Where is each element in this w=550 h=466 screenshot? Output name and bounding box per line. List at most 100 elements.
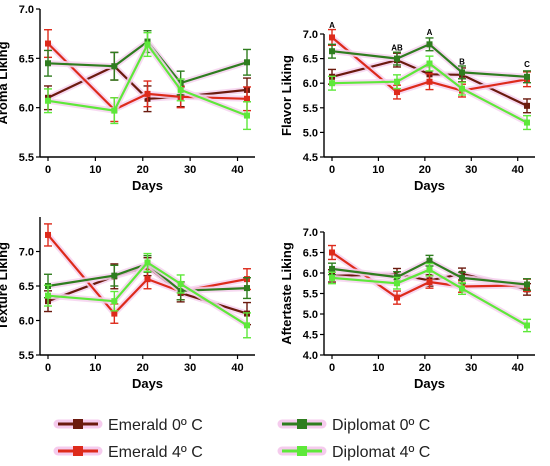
data-point <box>244 285 250 292</box>
x-tick-label: 40 <box>231 164 243 176</box>
data-point <box>524 73 530 80</box>
y-tick-label: 6.5 <box>19 53 34 65</box>
y-tick-label: 7.0 <box>19 4 34 16</box>
legend-item-emerald-0-c: Emerald 0º C <box>53 417 203 434</box>
data-point <box>394 294 400 301</box>
data-point <box>459 285 465 292</box>
x-tick-label: 10 <box>89 362 101 374</box>
x-tick-label: 40 <box>512 164 524 176</box>
data-point <box>329 274 335 281</box>
y-tick-label: 6.0 <box>303 268 318 280</box>
y-tick-label: 4.5 <box>303 330 318 342</box>
data-point <box>459 69 465 76</box>
y-tick-label: 6.5 <box>303 54 318 66</box>
data-point <box>459 274 465 281</box>
x-tick-label: 20 <box>137 362 149 374</box>
x-tick-label: 30 <box>465 362 477 374</box>
x-axis-title: Days <box>132 178 163 193</box>
x-tick-label: 0 <box>45 362 51 374</box>
legend-label: Emerald 0º C <box>108 417 203 434</box>
data-point <box>111 310 118 317</box>
y-tick-label: 7.0 <box>303 29 318 41</box>
y-tick-label: 5.0 <box>303 309 318 321</box>
legend-marker <box>73 419 83 429</box>
y-tick-label: 5.5 <box>19 350 34 362</box>
data-point <box>111 107 118 114</box>
legend-item-diplomat-4-c: Diplomat 4º C <box>277 444 430 461</box>
data-point <box>329 265 335 272</box>
significance-letter: AB <box>391 44 403 53</box>
x-axis-title: Days <box>132 376 163 391</box>
legend-label: Emerald 4º C <box>108 444 203 461</box>
y-tick-label: 7.0 <box>303 227 318 239</box>
chart-panel-aroma-liking: 5.5 6.0 6.5 7.0 0 10 20 30 40 Days Aroma Liking <box>0 4 255 193</box>
x-tick-label: 20 <box>419 362 431 374</box>
data-point <box>426 41 433 48</box>
significance-letter: A <box>329 21 335 30</box>
data-point <box>426 266 433 273</box>
significance-letter: C <box>524 60 530 69</box>
legend-item-diplomat-0-c: Diplomat 0º C <box>277 417 430 434</box>
x-tick-label: 30 <box>184 362 196 374</box>
series-diplomat-4-c <box>44 31 251 131</box>
series-diplomat-4-c <box>44 252 251 339</box>
data-point <box>111 272 118 279</box>
x-tick-label: 30 <box>465 164 477 176</box>
data-point <box>329 34 335 41</box>
x-tick-label: 30 <box>184 164 196 176</box>
y-tick-label: 6.0 <box>19 316 34 328</box>
data-point <box>524 322 530 329</box>
data-point <box>426 78 433 85</box>
data-point <box>394 78 400 85</box>
x-tick-label: 0 <box>45 164 51 176</box>
data-point <box>524 102 530 109</box>
data-point <box>45 97 51 104</box>
chart-panel-texture-liking: 5.5 6.0 6.5 7.0 0 10 20 30 40 Days Texture Liking <box>0 217 255 391</box>
y-tick-label: 5.0 <box>303 127 318 139</box>
data-point <box>244 59 250 66</box>
series-diplomat-4-c <box>328 55 531 131</box>
y-tick-label: 7.0 <box>19 247 34 259</box>
x-tick-label: 20 <box>137 164 149 176</box>
x-tick-label: 10 <box>89 164 101 176</box>
x-tick-label: 20 <box>419 164 431 176</box>
data-point <box>329 48 335 55</box>
y-tick-label: 4.5 <box>303 152 318 164</box>
data-point <box>45 60 51 67</box>
x-axis-title: Days <box>414 376 445 391</box>
data-point <box>426 279 433 286</box>
legend-marker <box>73 446 83 456</box>
legend-marker <box>297 446 307 456</box>
series-diplomat-4-c <box>328 262 531 333</box>
legend-marker <box>297 419 307 429</box>
data-point <box>524 119 530 126</box>
data-point <box>394 89 400 96</box>
x-tick-label: 10 <box>372 362 384 374</box>
x-tick-label: 0 <box>329 362 335 374</box>
data-point <box>524 281 530 288</box>
y-tick-label: 6.5 <box>303 248 318 260</box>
x-tick-label: 10 <box>372 164 384 176</box>
legend-label: Diplomat 0º C <box>332 417 430 434</box>
y-axis-title: Aftertaste Liking <box>279 242 294 345</box>
y-tick-label: 4.0 <box>303 350 318 362</box>
data-point <box>177 86 184 93</box>
chart-panel-flavor-liking: 4.5 5.0 5.5 6.0 6.5 7.0 0 10 20 30 40 Days Flavor Li… <box>279 21 535 193</box>
x-axis-title: Days <box>414 178 445 193</box>
chart-panels: 5.5 6.0 6.5 7.0 0 10 20 30 40 Days Aroma Liking 4.5… <box>0 4 535 391</box>
y-tick-label: 6.0 <box>303 78 318 90</box>
data-point <box>244 322 250 329</box>
y-tick-label: 5.5 <box>19 152 34 164</box>
data-point <box>329 80 335 87</box>
data-point <box>459 85 465 92</box>
y-tick-label: 5.5 <box>303 103 318 115</box>
data-point <box>144 276 151 283</box>
data-point <box>177 280 184 287</box>
data-point <box>426 257 433 264</box>
legend-item-emerald-4-c: Emerald 4º C <box>53 444 203 461</box>
significance-letter: A <box>427 28 433 37</box>
legend-label: Diplomat 4º C <box>332 444 430 461</box>
y-axis-title: Flavor Liking <box>279 55 294 136</box>
data-point <box>144 90 151 97</box>
